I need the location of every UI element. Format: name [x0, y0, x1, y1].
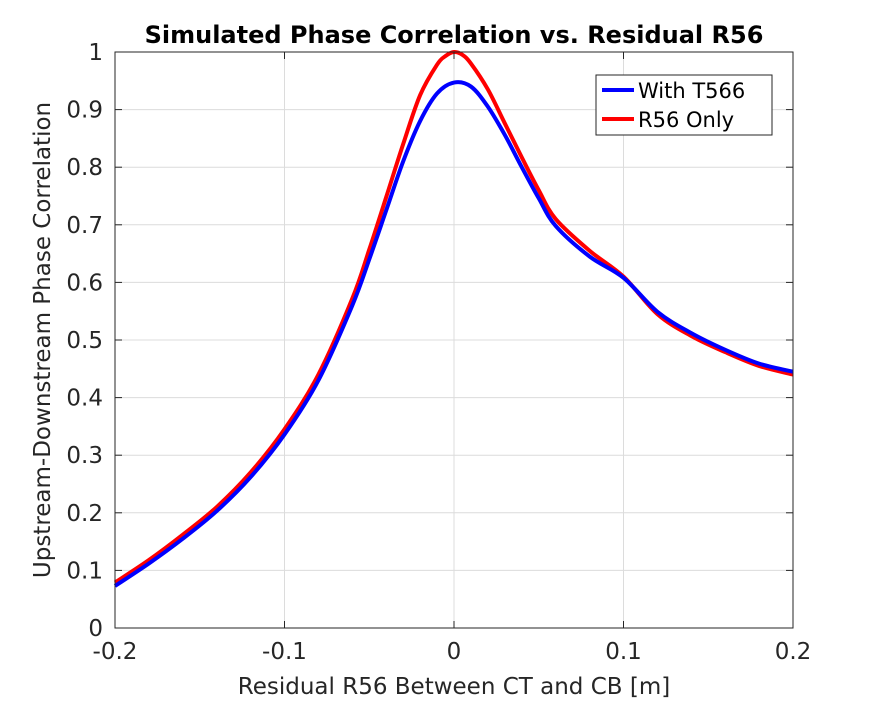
legend-label-with-t566: With T566 [638, 79, 745, 103]
y-axis-label: Upstream-Downstream Phase Correlation [30, 102, 56, 578]
ticks: -0.2 -0.1 0 0.1 0.2 0 0.1 0.2 0.3 0.4 0.5 0.6 0.7 0.8… [66, 40, 811, 665]
x-tick-label: -0.2 [93, 639, 138, 665]
y-tick-label: 0.2 [66, 501, 103, 527]
chart-title: Simulated Phase Correlation vs. Residual… [145, 21, 764, 49]
y-tick-label: 0.1 [66, 558, 103, 584]
x-tick-label: 0.1 [605, 639, 642, 665]
x-tick-label: 0 [447, 639, 462, 665]
legend-label-r56-only: R56 Only [638, 108, 734, 132]
legend-box [595, 74, 773, 136]
x-tick-label: -0.1 [262, 639, 307, 665]
y-tick-label: 0.9 [66, 98, 103, 124]
y-tick-label: 0.6 [66, 270, 103, 296]
x-tick-label: 0.2 [775, 639, 812, 665]
y-tick-label: 0.7 [66, 213, 103, 239]
y-tick-label: 0.3 [66, 443, 103, 469]
y-tick-label: 0.8 [66, 155, 103, 181]
legend: With T566 R56 Only [595, 74, 773, 136]
y-tick-label: 0.5 [66, 328, 103, 354]
x-axis-label: Residual R56 Between CT and CB [m] [238, 674, 670, 700]
y-tick-label: 0 [88, 616, 103, 642]
y-tick-label: 0.4 [66, 386, 103, 412]
y-tick-label: 1 [88, 40, 103, 66]
series-line-with-t566 [113, 80, 794, 588]
grid [114, 51, 794, 629]
